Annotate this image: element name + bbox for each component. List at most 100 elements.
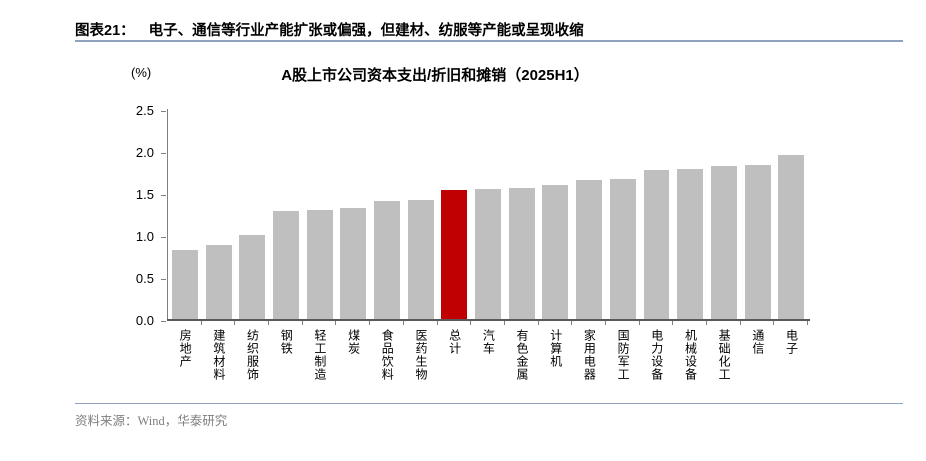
bar-slot: [471, 111, 505, 321]
x-axis-category-label: 家用电器: [582, 329, 597, 381]
x-tick-mark: [505, 321, 539, 325]
y-tick-mark: [161, 237, 166, 238]
x-tick-mark: [168, 321, 202, 325]
x-axis-category-label: 房地产: [178, 329, 193, 368]
y-tick-label: 2.5: [135, 103, 154, 118]
y-tick-mark: [161, 111, 166, 112]
bar-slot: [707, 111, 741, 321]
chart-title: A股上市公司资本支出/折旧和摊销（2025H1）: [281, 67, 589, 84]
x-label-slot: 食品饮料: [370, 329, 404, 381]
x-tick-mark: [269, 321, 303, 325]
x-tick-mark: [774, 321, 809, 325]
y-tick-label: 1.0: [135, 229, 154, 244]
bar: [643, 169, 670, 321]
bar-slot: [235, 111, 269, 321]
x-axis-category-label: 机械设备: [683, 329, 698, 381]
bar-slot: [438, 111, 472, 321]
y-tick-label: 1.5: [135, 187, 154, 202]
x-label-slot: 纺织服饰: [235, 329, 269, 381]
bar: [778, 154, 805, 321]
x-axis-category-label: 医药生物: [413, 329, 428, 381]
plot-area: [168, 111, 808, 321]
y-tick-mark: [161, 321, 166, 322]
bar-slot: [572, 111, 606, 321]
x-label-slot: 机械设备: [673, 329, 707, 381]
x-label-slot: 房地产: [168, 329, 202, 381]
header-divider: [75, 40, 903, 42]
x-label-slot: 基础化工: [707, 329, 741, 381]
x-axis-category-label: 煤炭: [346, 329, 361, 355]
bar-slot: [168, 111, 202, 321]
bar-slot: [336, 111, 370, 321]
x-tick-mark: [404, 321, 438, 325]
x-tick-mark: [673, 321, 707, 325]
figure-heading: 电子、通信等行业产能扩张或偏强，但建材、纺服等产能或呈现收缩: [148, 23, 584, 39]
x-label-slot: 总计: [438, 329, 472, 381]
x-label-slot: 医药生物: [404, 329, 438, 381]
bar-slot: [370, 111, 404, 321]
bar-slot: [539, 111, 573, 321]
x-label-slot: 国防军工: [606, 329, 640, 381]
bar-slot: [673, 111, 707, 321]
x-tick-mark: [370, 321, 404, 325]
bar-slot: [741, 111, 775, 321]
y-axis-unit-label: (%): [131, 65, 152, 80]
bar: [576, 179, 603, 321]
x-axis-category-label: 通信: [750, 329, 765, 355]
x-tick-mark: [640, 321, 674, 325]
bar-slot: [640, 111, 674, 321]
x-axis-category-label: 计算机: [548, 329, 563, 368]
y-tick-mark: [161, 153, 166, 154]
x-label-slot: 钢铁: [269, 329, 303, 381]
x-axis-labels: 房地产 建筑材料 纺织服饰 钢铁 轻工制造 煤炭 食品饮料 医药生物 总计 汽车 有色金属 计算机 家用…: [168, 329, 808, 381]
x-label-slot: 计算机: [539, 329, 573, 381]
bar: [306, 210, 333, 321]
x-label-slot: 有色金属: [505, 329, 539, 381]
bar: [171, 250, 198, 321]
bar-slot: [269, 111, 303, 321]
x-tick-mark: [303, 321, 337, 325]
x-label-slot: 煤炭: [336, 329, 370, 381]
x-label-slot: 家用电器: [572, 329, 606, 381]
bar: [475, 189, 501, 321]
bar-slot: [404, 111, 438, 321]
source-note: 资料来源：Wind，华泰研究: [75, 414, 228, 428]
bar-highlight-total: [441, 189, 468, 321]
bar: [508, 188, 535, 321]
x-axis-line: [167, 319, 810, 321]
bar: [677, 168, 704, 321]
figure-header: 图表21： 电子、通信等行业产能扩张或偏强，但建材、纺服等产能或呈现收缩: [75, 19, 584, 40]
bar: [542, 184, 569, 321]
x-tick-mark: [707, 321, 741, 325]
bar-slot: [774, 111, 808, 321]
bar: [340, 207, 367, 321]
x-axis-category-label: 电力设备: [649, 329, 664, 381]
x-tick-mark: [741, 321, 775, 325]
x-label-slot: 电力设备: [640, 329, 674, 381]
y-tick-label: 0.0: [135, 313, 154, 328]
x-axis-category-label: 基础化工: [717, 329, 732, 381]
bar: [744, 164, 771, 321]
x-label-slot: 轻工制造: [303, 329, 337, 381]
x-axis-category-label: 钢铁: [279, 329, 294, 355]
y-tick-mark: [161, 279, 166, 280]
x-tick-mark: [572, 321, 606, 325]
x-tick-mark: [202, 321, 236, 325]
bar: [374, 200, 400, 321]
y-tick-label: 2.0: [135, 145, 154, 160]
bar-slot: [202, 111, 236, 321]
x-axis-category-label: 纺织服饰: [245, 329, 260, 381]
bar-slot: [606, 111, 640, 321]
bar: [710, 166, 737, 321]
x-axis-category-label: 电子: [784, 329, 799, 355]
x-axis-category-label: 食品饮料: [380, 329, 395, 381]
x-axis-category-label: 汽车: [481, 329, 496, 355]
bar: [272, 210, 299, 321]
bar: [205, 244, 232, 321]
x-tick-mark: [539, 321, 573, 325]
x-label-slot: 建筑材料: [202, 329, 236, 381]
y-tick-mark: [161, 195, 166, 196]
y-axis-line: [167, 109, 168, 321]
x-label-slot: 电子: [774, 329, 808, 381]
